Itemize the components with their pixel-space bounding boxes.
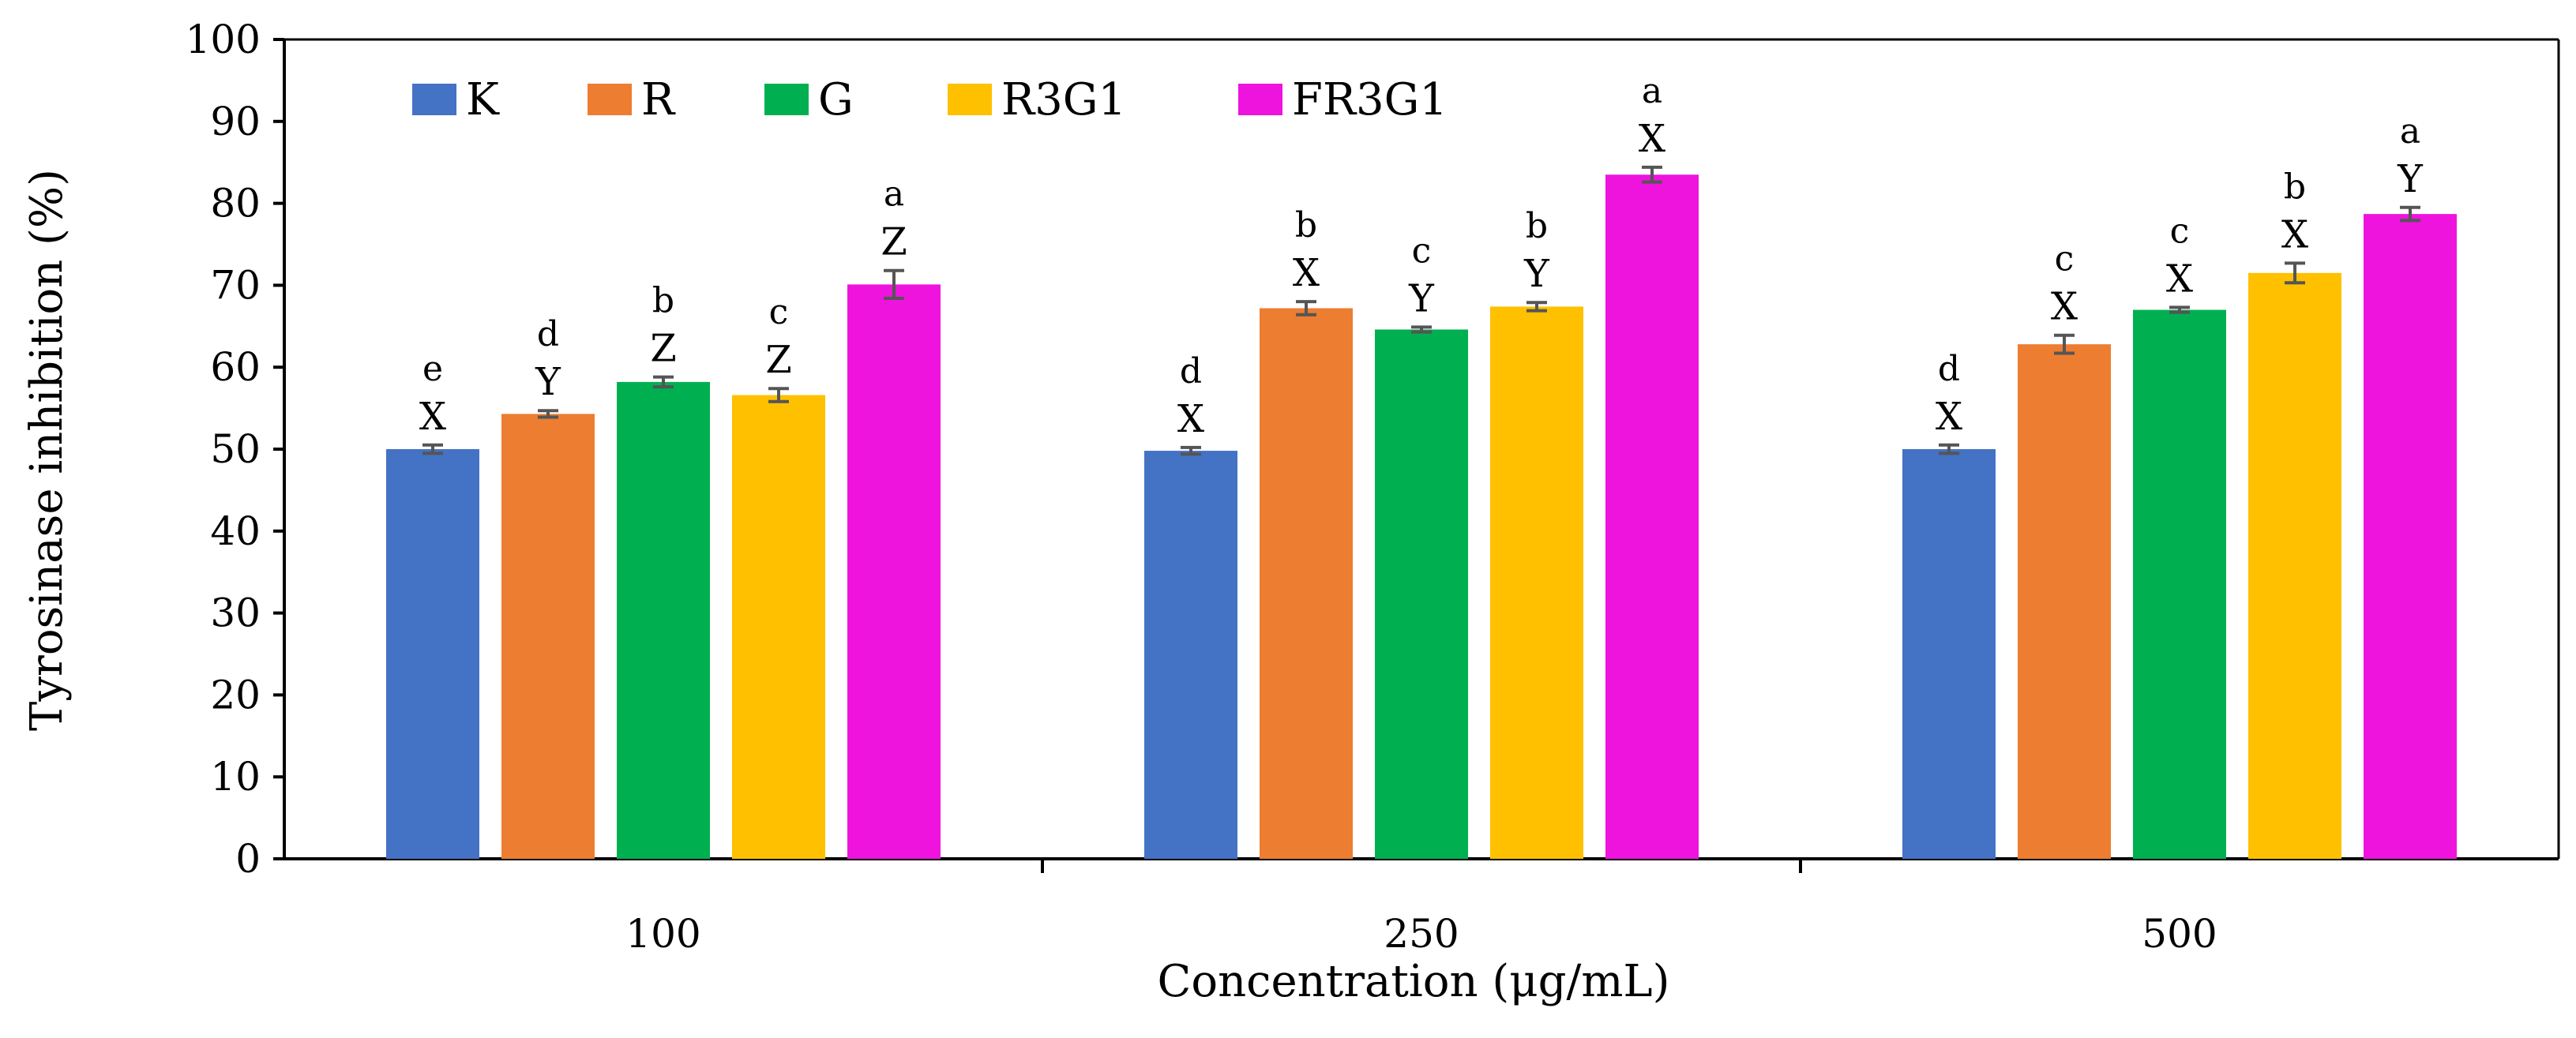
- x-tick-label: 250: [1384, 911, 1459, 957]
- legend-swatch: [764, 84, 809, 115]
- significance-letter-label: b: [1295, 205, 1317, 245]
- bar: [617, 381, 710, 859]
- y-tick-label: 20: [210, 672, 261, 718]
- group-letter-label: X: [1936, 395, 1962, 439]
- bar: [1902, 449, 1996, 859]
- bar: [2364, 214, 2457, 859]
- group-letter-label: X: [1177, 397, 1204, 441]
- legend-swatch: [588, 84, 632, 115]
- group-letter-label: X: [2166, 257, 2193, 301]
- bar: [501, 414, 595, 859]
- y-tick-label: 100: [186, 17, 261, 62]
- group-letter-label: Z: [650, 327, 676, 371]
- group-letter-label: X: [2281, 212, 2308, 257]
- bar: [847, 284, 941, 859]
- bar: [1375, 329, 1468, 859]
- y-tick-label: 60: [210, 344, 261, 390]
- significance-letter-label: b: [2284, 167, 2306, 207]
- group-letter-label: Y: [1523, 252, 1550, 296]
- group-letter-label: Z: [881, 220, 907, 264]
- legend-label: FR3G1: [1292, 74, 1448, 126]
- x-axis-title: Concentration (μg/mL): [1158, 956, 1670, 1007]
- group-letter-label: Y: [1408, 276, 1435, 320]
- significance-letter-label: c: [769, 292, 789, 332]
- significance-letter-label: a: [2400, 111, 2420, 152]
- bar: [386, 449, 479, 859]
- y-axis-title: Tyrosinase inhibition (%): [21, 169, 73, 731]
- significance-letter-label: a: [1642, 71, 1662, 111]
- group-letter-label: Y: [2397, 157, 2424, 201]
- group-letter-label: X: [2051, 285, 2078, 329]
- y-tick-label: 90: [210, 99, 261, 144]
- bar: [1490, 306, 1583, 859]
- group-letter-label: Z: [765, 338, 791, 382]
- legend-label: R: [641, 74, 676, 126]
- legend-swatch: [1238, 84, 1282, 115]
- y-tick-label: 0: [235, 836, 261, 882]
- bar: [1144, 451, 1237, 859]
- y-tick-label: 40: [210, 508, 261, 554]
- bar: [2018, 344, 2111, 859]
- bar: [1605, 174, 1699, 859]
- bars-layer: [386, 165, 2457, 860]
- significance-letter-label: c: [2170, 211, 2190, 251]
- significance-letter-label: d: [1180, 351, 1202, 392]
- y-axis: 0 10 20 30 40 50 60 70 80 90 100: [186, 17, 286, 882]
- y-tick-label: 30: [210, 590, 261, 636]
- significance-letter-label: a: [884, 174, 904, 215]
- significance-letter-label: e: [422, 349, 443, 389]
- legend: K R G R3G1 FR3G1: [412, 74, 1448, 126]
- bar: [1260, 308, 1353, 859]
- legend-label: G: [818, 74, 854, 126]
- legend-label: K: [466, 74, 500, 126]
- group-letter-label: Y: [535, 360, 561, 404]
- significance-letter-label: d: [537, 314, 559, 354]
- significance-letter-label: b: [1526, 206, 1548, 246]
- bar: [732, 395, 825, 859]
- significance-letter-label: b: [652, 281, 674, 321]
- x-axis: 100 250 500: [284, 857, 2559, 957]
- plot-area: [284, 38, 2560, 859]
- y-tick-label: 80: [210, 181, 261, 227]
- significance-letter-label: c: [2055, 239, 2075, 279]
- group-letter-label: X: [419, 395, 446, 439]
- y-tick-label: 70: [210, 262, 261, 308]
- group-letter-label: X: [1639, 117, 1665, 161]
- legend-label: R3G1: [1001, 74, 1126, 126]
- legend-swatch: [948, 84, 992, 115]
- significance-letter-label: d: [1938, 349, 1960, 389]
- x-tick-label: 500: [2142, 911, 2217, 957]
- x-tick-label: 100: [625, 911, 700, 957]
- bar: [2248, 272, 2341, 860]
- y-tick-label: 50: [210, 426, 261, 472]
- significance-letter-label: c: [1412, 230, 1432, 271]
- bar: [2133, 309, 2226, 859]
- group-letter-label: X: [1293, 251, 1320, 295]
- legend-swatch: [412, 84, 456, 115]
- y-tick-label: 10: [210, 754, 261, 800]
